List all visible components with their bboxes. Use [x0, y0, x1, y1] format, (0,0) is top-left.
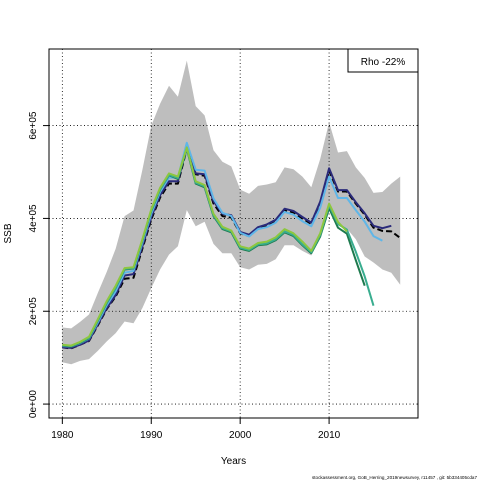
axis-layer: 1980 1990 2000 2010 0e+00 2e+05 4e+05 6e+05: [28, 111, 341, 441]
plot-frame: [48, 48, 419, 419]
y-tick-label: 2e+05: [28, 297, 39, 326]
confidence-band-layer: [62, 60, 401, 365]
y-tick-label: 0e+00: [28, 390, 39, 419]
y-tick-label: 4e+05: [28, 204, 39, 233]
rho-annotation-frame: [347, 48, 419, 73]
x-tick-label: 2000: [229, 430, 252, 441]
series-line: [62, 146, 348, 347]
rho-annotation-box: Rho -22%: [347, 48, 419, 73]
x-tick-label: 2010: [318, 430, 341, 441]
series-layer: [62, 141, 401, 350]
credit-footer: stockassessment.org, GoB_Herring_2019new…: [312, 475, 477, 480]
y-axis-title: SSB: [3, 223, 14, 243]
rho-annotation-text: Rho -22%: [361, 57, 406, 68]
x-tick-label: 1990: [140, 430, 163, 441]
confidence-band: [62, 60, 401, 365]
series-line: [62, 141, 383, 348]
x-tick-label: 1980: [51, 430, 74, 441]
y-tick-label: 6e+05: [28, 111, 39, 140]
x-axis-title: Years: [221, 456, 246, 467]
